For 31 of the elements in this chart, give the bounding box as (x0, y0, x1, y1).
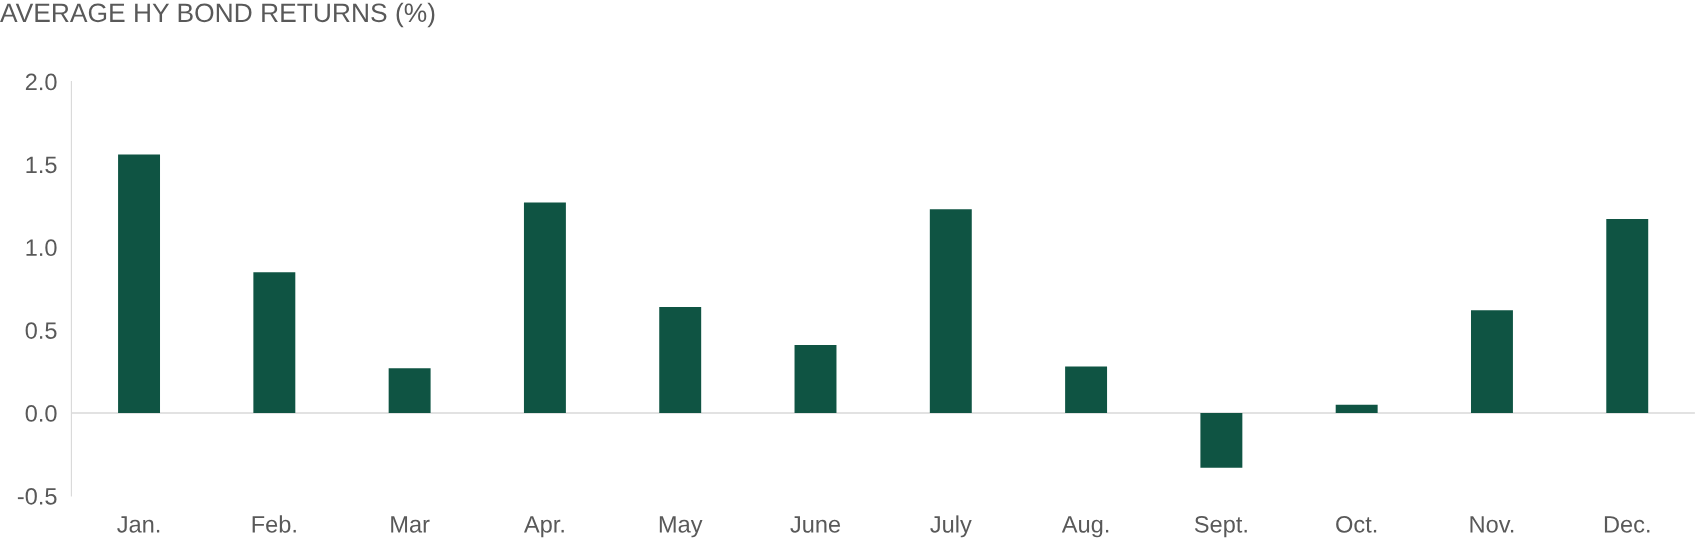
x-tick-label: Aug. (1061, 516, 1109, 538)
x-tick-label: July (930, 515, 972, 538)
bar (1065, 366, 1108, 414)
chart-title: AVERAGE HY BOND RETURNS (%) (0, 2, 435, 28)
x-tick-label: Dec. (1604, 516, 1650, 533)
bar (253, 272, 296, 414)
bar (1606, 219, 1649, 414)
x-tick-label: Mar (391, 516, 430, 533)
x-tick-label: Jan. (117, 516, 160, 533)
bar (1470, 310, 1513, 414)
bar (1335, 404, 1378, 414)
bar (118, 154, 161, 414)
y-tick-label: -0.5 (17, 487, 57, 505)
x-tick-label: Oct. (1336, 515, 1377, 533)
x-tick-label: May (659, 516, 703, 538)
y-tick-label: 0.5 (25, 322, 57, 339)
bar (1200, 413, 1243, 468)
y-tick-label: 1.5 (26, 156, 57, 174)
y-tick-label: 1.0 (26, 239, 57, 257)
y-tick-label: 0.0 (25, 405, 57, 422)
x-tick-label: June (790, 516, 841, 533)
bar (388, 368, 431, 414)
x-tick-label: Apr. (523, 516, 564, 538)
y-tick-label: 2.0 (25, 73, 57, 91)
x-tick-label: Feb. (252, 515, 296, 533)
bar (659, 306, 702, 414)
x-tick-label: Sept. (1194, 515, 1247, 538)
bar (794, 345, 837, 414)
bar (929, 209, 972, 414)
bar (523, 202, 566, 414)
x-tick-label: Nov. (1470, 516, 1514, 533)
